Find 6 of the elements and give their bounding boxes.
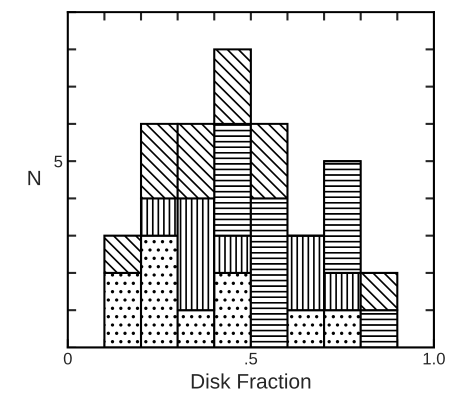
x-tick-label: 0 xyxy=(64,352,72,365)
x-tick-label: 1.0 xyxy=(424,352,445,365)
y-axis-title: N xyxy=(28,170,40,186)
x-tick-label: .5 xyxy=(245,352,258,365)
x-axis-title: Disk Fraction xyxy=(192,373,310,389)
y-tick-label: 5 xyxy=(54,156,62,168)
